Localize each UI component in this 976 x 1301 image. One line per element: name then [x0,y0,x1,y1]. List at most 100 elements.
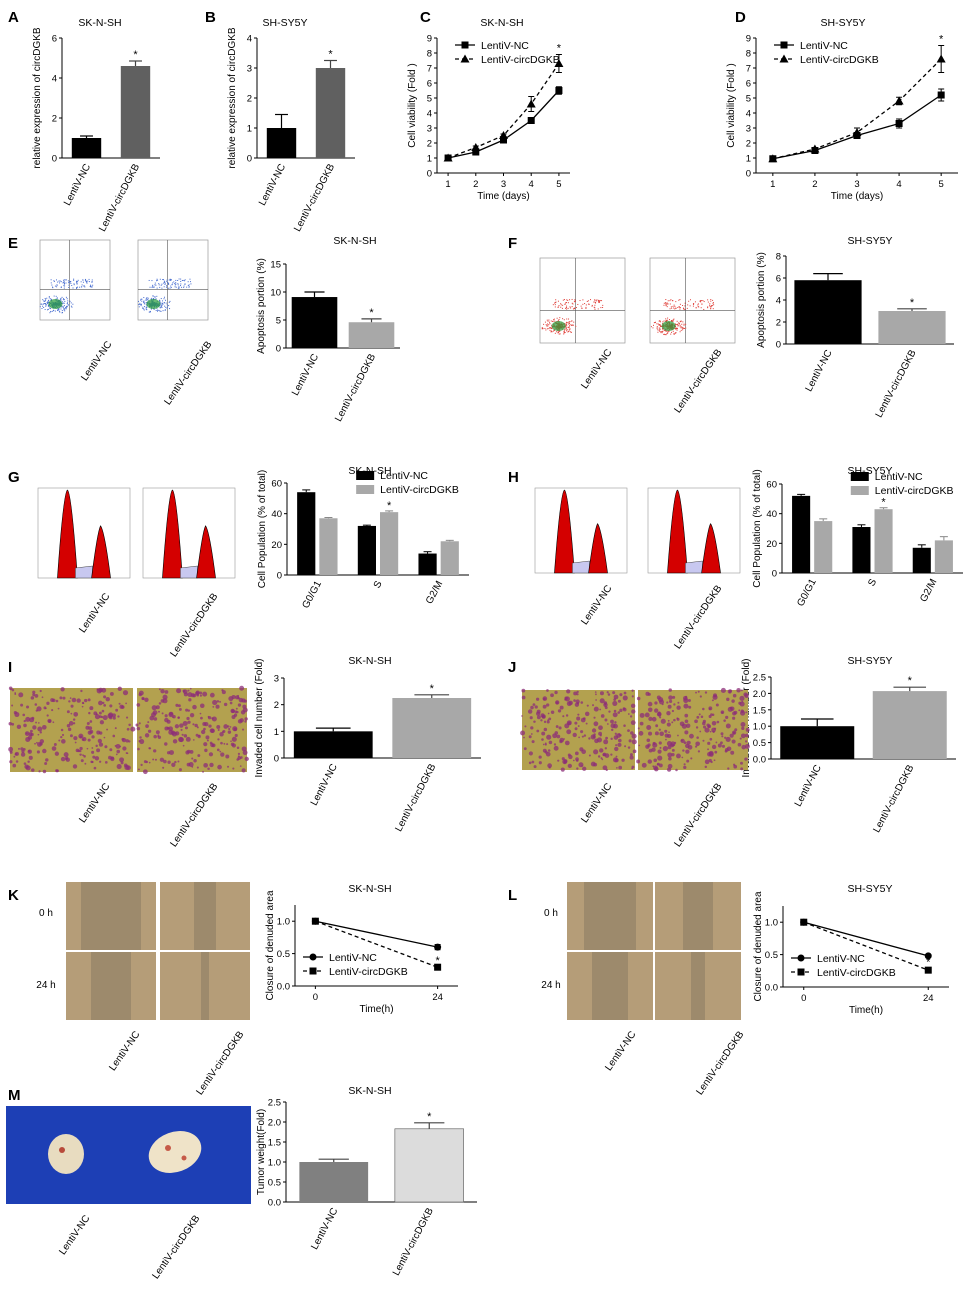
data-point [800,918,808,926]
stained-cell [14,712,20,718]
flow-event [660,326,662,328]
stained-cell [189,712,195,718]
flow-event [602,304,604,306]
stained-cell [109,691,114,696]
stained-cell [73,722,76,725]
legend-label: LentiV-circDGKB [380,484,459,496]
stained-cell [199,703,205,709]
image-label: LentiV-circDGKB [672,347,724,415]
flow-event [62,299,64,301]
stained-cell [725,715,729,719]
bar [852,527,871,573]
flow-event [151,297,153,299]
flow-event [164,309,166,311]
stained-cell [91,747,94,749]
stained-cell [209,728,215,733]
tumor-circdgkb [148,1131,202,1173]
flow-event [670,320,672,322]
x-tick-label: 2 [473,179,478,190]
stained-cell [562,715,565,718]
stained-cell [652,741,656,745]
stained-cell [188,762,194,768]
flow-event [566,318,568,320]
stained-cell [138,690,144,696]
flow-density [551,321,566,331]
flow-event [567,307,569,309]
flow-event [163,296,165,298]
flow-event [159,300,161,302]
stained-cell [624,745,627,748]
flow-event [678,299,680,301]
panel-letter: I [8,659,12,676]
stained-cell [137,747,140,751]
images-E: LentiV-NC LentiV-circDGKB [39,239,215,407]
stained-cell [659,716,662,719]
stained-cell [220,752,225,757]
chart-J: 0.00.51.01.52.02.5Invaded cell number (F… [741,659,956,835]
x-tick-label: LentiV-NC [793,763,824,808]
flow-event [40,303,42,305]
stained-cell [153,717,158,721]
stained-cell [740,767,744,771]
flow-event [574,300,576,302]
stained-cell [593,706,599,712]
stained-cell [87,738,91,742]
flow-event [139,302,141,304]
flow-event [667,332,669,334]
stained-cell [217,729,220,732]
stained-cell [158,688,161,691]
significance-mark: * [939,34,944,46]
panel-letter: A [8,9,19,26]
stained-cell [667,752,673,758]
x-tick-label: LentiV-NC [309,762,340,807]
stained-cell [70,712,73,715]
flow-event [167,287,169,289]
stained-cell [585,722,588,725]
s-phase [180,565,198,579]
flow-event [152,286,154,288]
y-tick-label: 4 [52,74,57,85]
flow-event [562,318,564,320]
flow-event [567,329,569,331]
stained-cell [644,712,650,718]
flow-event [62,305,64,307]
flow-event [77,286,79,288]
stained-cell [685,723,691,728]
flow-event [62,312,64,314]
stained-cell [50,698,55,703]
flow-event [63,287,65,289]
wound-gap [194,882,216,950]
flow-event [148,311,150,313]
stained-cell [172,739,178,744]
stained-cell [114,744,117,747]
stained-cell [153,749,157,753]
flow-event [568,330,570,332]
stained-cell [86,747,89,750]
flow-event [679,331,681,333]
stained-cell [617,738,622,743]
flow-event [663,304,665,306]
stained-cell [637,727,640,730]
stained-cell [62,696,66,700]
stained-cell [98,742,104,747]
stained-cell [169,750,175,756]
stained-cell [631,765,635,769]
flow-event [73,279,75,281]
flow-event [161,305,163,307]
stained-cell [594,691,597,693]
stained-cell [654,731,659,736]
tumor-nc [48,1134,84,1174]
stained-cell [720,687,726,693]
flow-event [45,299,47,301]
stained-cell [24,764,29,769]
flow-event [177,283,179,285]
flow-event [81,284,83,286]
flow-event [556,331,558,333]
y-tick-label: 5 [276,316,281,327]
stained-cell [91,735,95,739]
flow-event [166,304,168,306]
flow-event [710,308,712,310]
flow-event [169,278,171,280]
flow-event [156,295,158,297]
stained-cell [653,758,658,763]
